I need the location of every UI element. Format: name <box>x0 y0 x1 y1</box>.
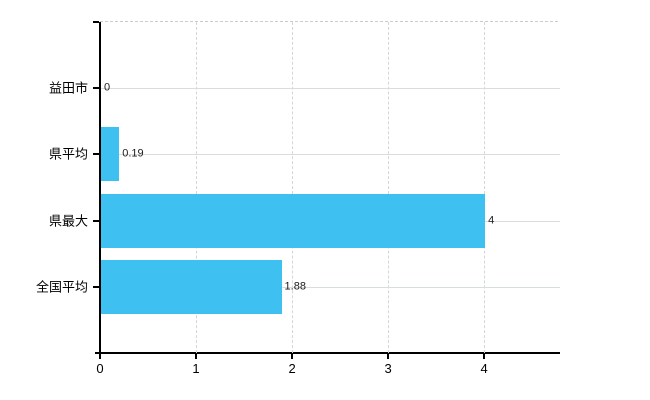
category-label: 県平均 <box>48 146 88 162</box>
vertical-gridline <box>484 22 486 353</box>
x-axis-tick <box>99 353 101 359</box>
x-axis-tick <box>483 353 486 359</box>
y-axis-tick <box>93 87 99 90</box>
horizontal-gridline <box>101 286 560 288</box>
value-label: 1.88 <box>284 280 306 293</box>
category-label: 全国平均 <box>35 279 88 295</box>
horizontal-gridline <box>101 154 560 156</box>
x-axis-tick <box>195 353 198 359</box>
y-axis-top-tick <box>93 21 99 23</box>
bar <box>101 127 120 182</box>
x-axis-tick <box>387 353 390 359</box>
x-tick-label: 3 <box>384 361 392 376</box>
plot-top-border <box>100 21 558 22</box>
plot-area: 0 1 2 3 4 益田市 0 県平均 0.19 県最大 4 全国平均 1.88 <box>36 21 560 375</box>
value-label: 0 <box>104 81 111 94</box>
bar <box>101 193 486 248</box>
y-axis-tick <box>93 285 99 288</box>
x-axis-line <box>95 352 560 354</box>
x-tick-label: 0 <box>96 361 104 376</box>
value-label: 4 <box>488 214 495 227</box>
vertical-gridline <box>196 22 198 353</box>
horizontal-gridline <box>101 88 560 90</box>
vertical-gridline <box>388 22 390 353</box>
vertical-gridline <box>292 22 294 353</box>
value-label: 0.19 <box>122 147 144 160</box>
bar <box>101 259 282 314</box>
x-tick-label: 4 <box>480 361 488 376</box>
y-axis-tick <box>93 153 99 156</box>
category-label: 益田市 <box>48 80 88 96</box>
category-label: 県最大 <box>48 213 88 229</box>
x-axis-tick <box>291 353 294 359</box>
y-axis-tick <box>93 219 99 222</box>
y-axis-line <box>99 22 101 353</box>
x-tick-label: 1 <box>192 361 200 376</box>
x-tick-label: 2 <box>288 361 296 376</box>
